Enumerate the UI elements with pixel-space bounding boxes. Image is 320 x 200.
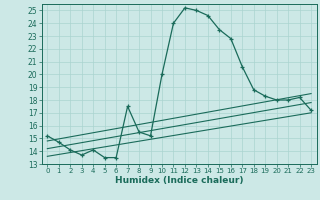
- X-axis label: Humidex (Indice chaleur): Humidex (Indice chaleur): [115, 176, 244, 185]
